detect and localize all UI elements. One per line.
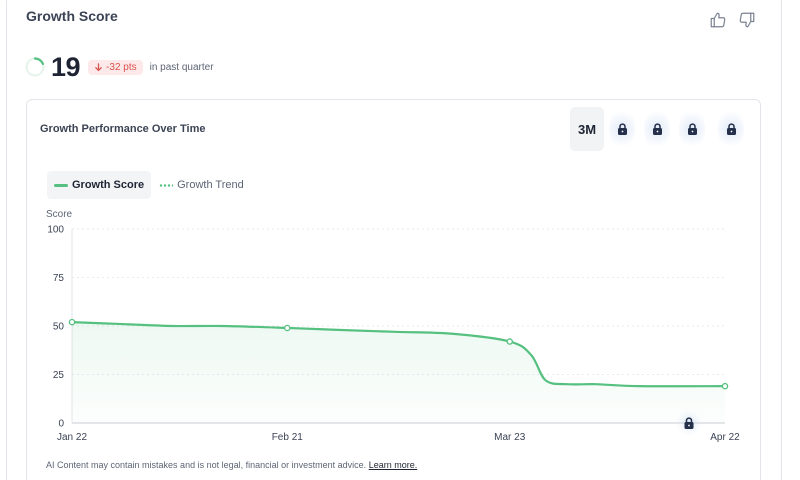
y-tick-label: 75: [53, 273, 65, 284]
lock-icon: [652, 123, 662, 135]
range-3m-button[interactable]: 3M: [570, 107, 604, 151]
growth-score-line: [71, 321, 726, 388]
range-locked-button-3[interactable]: [679, 107, 705, 151]
arrow-down-icon: [95, 62, 102, 71]
legend-swatch-dotted: [159, 183, 174, 187]
data-point: [506, 338, 513, 345]
score-delta-badge: -32 pts: [88, 59, 143, 75]
y-tick-label: 25: [53, 370, 65, 381]
disclaimer-text: AI Content may contain mistakes and is n…: [46, 460, 367, 470]
y-tick-label: 100: [47, 225, 64, 236]
x-tick-label: Apr 22: [710, 432, 740, 443]
thumbs-up-icon: [710, 12, 726, 28]
legend-label: Growth Score: [72, 179, 145, 191]
data-point: [721, 382, 729, 390]
locked-future-marker[interactable]: [674, 408, 704, 438]
score-ring-icon: [25, 57, 45, 77]
legend-swatch-solid: [54, 183, 68, 187]
y-tick-label: 0: [58, 419, 64, 430]
data-point: [284, 324, 291, 332]
chart-legend: Growth Score Growth Trend: [47, 171, 251, 199]
lock-icon: [687, 123, 697, 135]
range-locked-button-2[interactable]: [644, 107, 670, 151]
growth-score-area: [72, 322, 725, 423]
range-locked-button-4[interactable]: [718, 107, 744, 151]
legend-label: Growth Trend: [177, 179, 244, 191]
legend-growth-score[interactable]: Growth Score: [47, 171, 152, 199]
thumbs-down-icon: [739, 12, 755, 28]
y-axis-label: Score: [46, 209, 73, 220]
x-tick-label: Feb 21: [272, 432, 304, 443]
data-point: [68, 318, 76, 326]
score-value: 19: [51, 51, 81, 82]
thumbs-down-button[interactable]: [738, 11, 756, 29]
ai-disclaimer: AI Content may contain mistakes and is n…: [46, 460, 417, 470]
lock-icon: [684, 417, 694, 429]
learn-more-link[interactable]: Learn more.: [368, 460, 418, 470]
lock-icon: [726, 123, 736, 135]
score-summary: 19 -32 pts in past quarter: [24, 50, 214, 84]
x-tick-label: Mar 23: [494, 432, 526, 443]
section-title: Growth Score: [26, 8, 118, 24]
x-tick-label: Jan 22: [57, 432, 87, 443]
delta-caption: in past quarter: [149, 61, 214, 73]
legend-growth-trend[interactable]: Growth Trend: [155, 171, 251, 199]
thumbs-up-button[interactable]: [709, 11, 727, 29]
chart-title: Growth Performance Over Time: [40, 123, 206, 135]
y-tick-label: 50: [53, 322, 65, 333]
range-locked-button-1[interactable]: [609, 107, 635, 151]
score-delta: -32 pts: [106, 61, 137, 73]
lock-icon: [617, 123, 627, 135]
